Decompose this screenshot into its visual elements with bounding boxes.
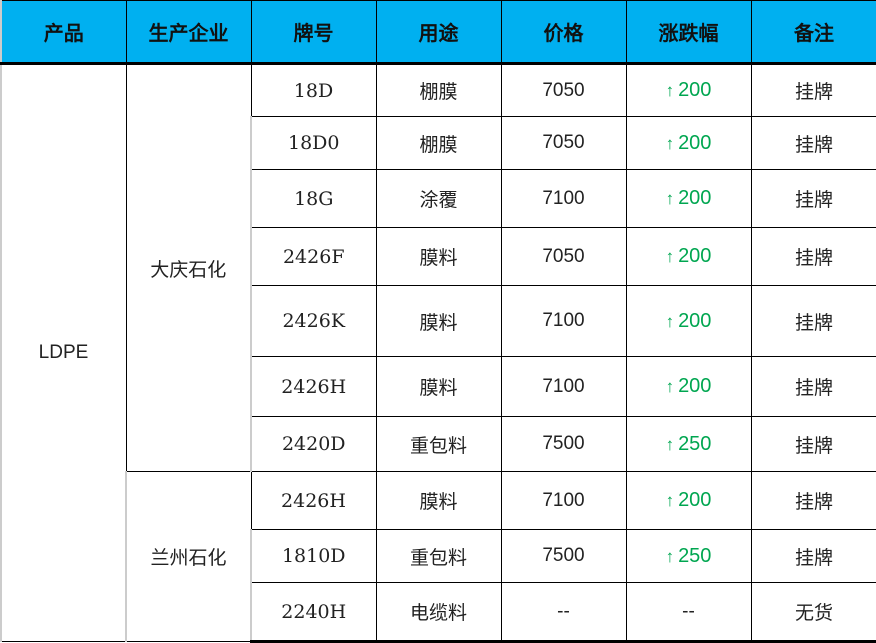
change-value: 250 [678, 432, 712, 455]
header-row: 产品 生产企业 牌号 用途 价格 涨跌幅 备注 [0, 0, 876, 65]
use-cell: 棚膜 [375, 116, 502, 170]
note-cell: 挂牌 [750, 529, 876, 583]
use-cell: 膜料 [375, 227, 502, 286]
column-header: 牌号 [250, 0, 377, 65]
change-cell: ↑ 200 [625, 227, 752, 286]
price-cell: 7500 [500, 416, 627, 472]
grade-cell: 2426H [250, 471, 377, 530]
grade-cell: 2426H [250, 356, 377, 417]
arrow-up-icon: ↑ [665, 133, 675, 153]
grade-cell: 18D0 [250, 116, 377, 170]
note-cell: 无货 [750, 582, 876, 643]
change-cell: ↑ 200 [625, 169, 752, 228]
column-header: 用途 [375, 0, 502, 65]
change-value: 250 [678, 544, 712, 567]
arrow-up-icon: ↑ [665, 311, 675, 331]
column-header: 价格 [500, 0, 627, 65]
grade-cell: 18G [250, 169, 377, 228]
arrow-up-icon: ↑ [665, 491, 675, 510]
change-cell: ↑ 200 [625, 63, 752, 117]
change-cell: ↑ 200 [625, 471, 752, 530]
use-cell: 电缆料 [375, 582, 502, 643]
arrow-up-icon: ↑ [665, 81, 675, 100]
change-value: 200 [678, 489, 712, 511]
price-cell: 7100 [500, 285, 627, 357]
use-cell: 涂覆 [375, 169, 502, 228]
use-cell: 膜料 [375, 471, 502, 530]
change-value: 200 [678, 245, 712, 267]
table-row: 2426F 膜料 7050 ↑ 200 挂牌 [1, 227, 876, 286]
use-cell: 重包料 [375, 529, 502, 583]
change-value: 200 [678, 309, 712, 332]
use-cell: 膜料 [375, 285, 502, 357]
price-cell: 7050 [500, 116, 627, 170]
price-cell: 7100 [500, 169, 627, 228]
change-cell: ↑ 250 [625, 529, 752, 583]
product-cell: LDPE [0, 63, 127, 642]
arrow-up-icon: ↑ [665, 377, 675, 396]
change-value: 200 [678, 375, 712, 397]
use-cell: 膜料 [375, 356, 502, 417]
grade-cell: 2240H [250, 582, 377, 643]
table-row: 2420D 重包料 7500 ↑ 250 挂牌 [1, 416, 876, 472]
change-cell: ↑ 250 [625, 416, 752, 472]
change-cell: ↑ 200 [625, 285, 752, 357]
note-cell: 挂牌 [750, 227, 876, 286]
price-cell: 7500 [500, 529, 627, 583]
use-cell: 棚膜 [375, 63, 502, 117]
table-row: 2426K 膜料 7100 ↑ 200 挂牌 [1, 285, 876, 357]
arrow-up-icon: ↑ [665, 189, 675, 208]
price-cell: 7050 [500, 227, 627, 286]
price-cell: 7050 [500, 63, 627, 117]
change-value: 200 [678, 131, 712, 154]
column-header: 备注 [750, 0, 876, 65]
change-cell: -- [625, 582, 752, 643]
column-header: 产品 [0, 0, 127, 65]
table-row: LDPE 大庆石化 18D 棚膜 7050 ↑ 200 挂牌 [0, 63, 876, 642]
price-cell: -- [500, 582, 627, 643]
price-cell: 7100 [500, 471, 627, 530]
change-value: 200 [678, 79, 712, 101]
table-row: 2240H 电缆料 -- -- 无货 [1, 582, 876, 643]
note-cell: 挂牌 [750, 416, 876, 472]
price-cell: 7100 [500, 356, 627, 417]
note-cell: 挂牌 [750, 356, 876, 417]
grade-cell: 1810D [250, 529, 377, 583]
company-cell: 大庆石化 [125, 63, 252, 472]
note-cell: 挂牌 [750, 285, 876, 357]
grade-cell: 2420D [250, 416, 377, 472]
change-value: 200 [678, 187, 712, 209]
change-cell: ↑ 200 [625, 116, 752, 170]
note-cell: 挂牌 [750, 471, 876, 530]
change-cell: ↑ 200 [625, 356, 752, 417]
company-cell: 兰州石化 [125, 471, 252, 642]
column-header: 涨跌幅 [625, 0, 752, 65]
table-row: 2426H 膜料 7100 ↑ 200 挂牌 [1, 356, 876, 417]
note-cell: 挂牌 [750, 169, 876, 228]
column-header: 生产企业 [125, 0, 252, 65]
arrow-up-icon: ↑ [665, 546, 675, 566]
note-cell: 挂牌 [750, 63, 876, 117]
grade-cell: 2426F [250, 227, 377, 286]
grade-cell: 18D [250, 63, 377, 117]
note-cell: 挂牌 [750, 116, 876, 170]
table-row: 18D0 棚膜 7050 ↑ 200 挂牌 [1, 116, 876, 170]
arrow-up-icon: ↑ [665, 247, 675, 266]
table-row: 18G 涂覆 7100 ↑ 200 挂牌 [1, 169, 876, 228]
use-cell: 重包料 [375, 416, 502, 472]
table-row: 兰州石化 2426H 膜料 7100 ↑ 200 挂牌 [1, 471, 876, 642]
arrow-up-icon: ↑ [665, 434, 675, 454]
grade-cell: 2426K [250, 285, 377, 357]
